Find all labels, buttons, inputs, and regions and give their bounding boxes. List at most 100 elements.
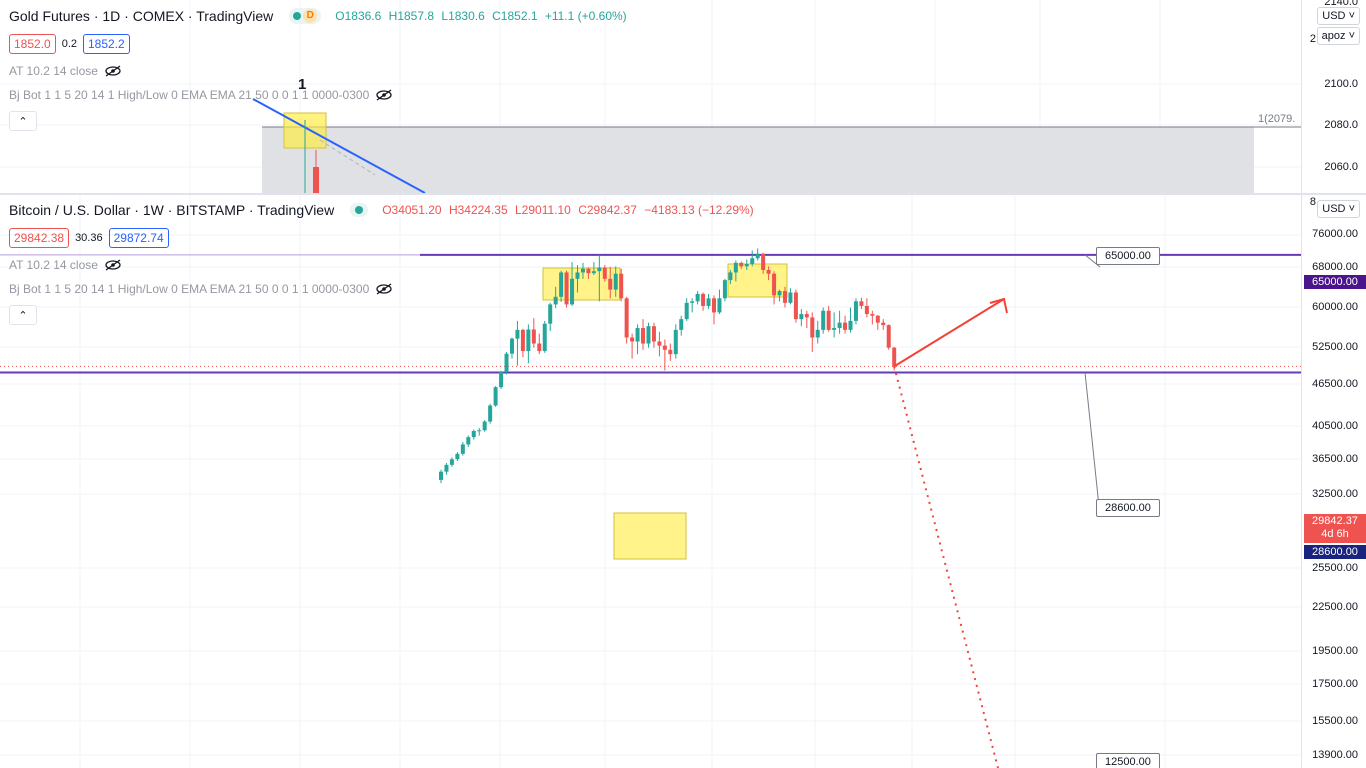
gold-chart-pane[interactable]: Gold Futures · 1D · COMEX · TradingView … xyxy=(0,0,1366,193)
candle-body xyxy=(570,278,575,305)
resistance-callout[interactable]: 65000.00 xyxy=(1096,247,1160,265)
gold-close: C1852.1 xyxy=(492,9,538,23)
btc-trade-row: 29842.38 30.36 29872.74 xyxy=(9,228,169,248)
btc-axis-tick: 68000.00 xyxy=(1312,261,1358,273)
btc-axis-tick: 17500.00 xyxy=(1312,678,1358,690)
candle-body xyxy=(739,262,744,267)
support-axis-tag: 28600.00 xyxy=(1304,545,1366,559)
candle-body xyxy=(810,317,815,338)
gold-chart-canvas[interactable] xyxy=(0,0,1366,193)
btc-axis-tick: 52500.00 xyxy=(1312,341,1358,353)
trend-line-dashed xyxy=(319,139,376,176)
gold-axis-tick: 2060.0 xyxy=(1324,161,1358,173)
btc-symbol-title[interactable]: Bitcoin / U.S. Dollar · 1W · BITSTAMP · … xyxy=(9,202,335,218)
candle-body xyxy=(537,343,542,352)
btc-chart-pane[interactable]: Bitcoin / U.S. Dollar · 1W · BITSTAMP · … xyxy=(0,195,1366,768)
candle-body xyxy=(520,329,525,352)
candle-body xyxy=(553,296,558,305)
candle-body xyxy=(597,267,602,272)
candle-body xyxy=(864,305,869,315)
btc-axis-tick-partial: 8 xyxy=(1309,196,1316,208)
btc-indicator-at[interactable]: AT 10.2 14 close xyxy=(9,258,122,272)
resistance-axis-tag: 65000.00 xyxy=(1304,275,1366,289)
gold-open: O1836.6 xyxy=(335,9,382,23)
candle-body xyxy=(466,437,471,445)
pane-divider[interactable] xyxy=(0,193,1366,195)
candle-body xyxy=(859,301,864,306)
collapse-indicators-button[interactable]: ⌃ xyxy=(9,305,37,325)
candle-body xyxy=(717,298,722,313)
btc-chart-canvas[interactable] xyxy=(0,195,1366,768)
btc-spread: 30.36 xyxy=(75,232,103,244)
btc-axis-tick: 40500.00 xyxy=(1312,420,1358,432)
hidden-eye-icon[interactable] xyxy=(375,283,393,295)
btc-axis-tick: 32500.00 xyxy=(1312,488,1358,500)
btc-axis-tick: 60000.00 xyxy=(1312,301,1358,313)
btc-buy-button[interactable]: 29872.74 xyxy=(108,228,169,248)
market-status-pill[interactable]: D xyxy=(289,8,322,24)
candle-body xyxy=(782,291,787,303)
btc-market-status[interactable] xyxy=(350,203,369,217)
market-open-dot-icon xyxy=(355,206,364,214)
gold-axis-tick: 2100.0 xyxy=(1324,78,1358,90)
candle-body xyxy=(750,258,755,264)
hidden-eye-icon[interactable] xyxy=(375,89,393,101)
hidden-eye-icon[interactable] xyxy=(104,259,122,271)
candle-body xyxy=(706,298,711,306)
gold-low: L1830.6 xyxy=(441,9,485,23)
candle-body xyxy=(695,293,700,302)
chevron-up-icon: ⌃ xyxy=(18,309,28,322)
candle-body xyxy=(853,301,858,321)
gold-extra-select[interactable]: apoz ˅ xyxy=(1316,27,1360,45)
btc-axis-tick: 46500.00 xyxy=(1312,378,1358,390)
btc-axis-tick: 19500.00 xyxy=(1312,645,1358,657)
btc-currency-label: USD xyxy=(1322,203,1346,215)
candle-body xyxy=(761,253,766,270)
candle-body xyxy=(586,268,591,274)
candle-body xyxy=(657,341,662,346)
candle-body xyxy=(673,329,678,355)
hidden-eye-icon[interactable] xyxy=(104,65,122,77)
candle-body xyxy=(668,349,673,355)
candle-body xyxy=(515,329,520,339)
highlight-zone xyxy=(613,512,687,560)
gold-symbol-title[interactable]: Gold Futures · 1D · COMEX · TradingView xyxy=(9,8,274,24)
trend-line xyxy=(252,98,426,193)
candle-body xyxy=(892,347,897,367)
btc-open: O34051.20 xyxy=(382,203,442,217)
indicator-bjbot-label: Bj Bot 1 1 5 20 14 1 High/Low 0 EMA EMA … xyxy=(9,88,370,102)
candle-body xyxy=(701,293,706,306)
gold-axis-tick: 2140.0 xyxy=(1324,0,1358,8)
gold-price-axis[interactable]: 2140.0 2 2100.0 2080.0 2060.0 USD ˅ apoz… xyxy=(1301,0,1366,193)
support-callout[interactable]: 28600.00 xyxy=(1096,499,1160,517)
candle-body xyxy=(870,314,875,316)
candle-body xyxy=(766,269,771,274)
indicator-at-label: AT 10.2 14 close xyxy=(9,258,98,272)
candle-body xyxy=(799,314,804,320)
btc-sell-button[interactable]: 29842.38 xyxy=(9,228,70,248)
chevron-down-icon: ˅ xyxy=(1348,203,1355,215)
btc-close: C29842.37 xyxy=(578,203,637,217)
gold-buy-button[interactable]: 1852.2 xyxy=(83,34,130,54)
candle-body xyxy=(733,262,738,273)
fib-zone xyxy=(262,127,1254,193)
collapse-indicators-button[interactable]: ⌃ xyxy=(9,111,37,131)
gold-sell-button[interactable]: 1852.0 xyxy=(9,34,56,54)
gold-indicator-bjbot[interactable]: Bj Bot 1 1 5 20 14 1 High/Low 0 EMA EMA … xyxy=(9,88,393,102)
low-callout[interactable]: 12500.00 xyxy=(1096,753,1160,768)
gold-indicator-at[interactable]: AT 10.2 14 close xyxy=(9,64,122,78)
candle-body xyxy=(815,329,820,338)
btc-indicator-bjbot[interactable]: Bj Bot 1 1 5 20 14 1 High/Low 0 EMA EMA … xyxy=(9,282,393,296)
gold-currency-select[interactable]: USD ˅ xyxy=(1317,7,1360,25)
btc-price-axis[interactable]: 8 76000.00 68000.00 60000.00 52500.00 46… xyxy=(1301,195,1366,768)
candle-body xyxy=(690,301,695,303)
btc-axis-tick: 25500.00 xyxy=(1312,562,1358,574)
btc-currency-select[interactable]: USD ˅ xyxy=(1317,200,1360,218)
gold-axis-tick-partial: 2 xyxy=(1309,33,1316,45)
callout-connector xyxy=(1084,372,1101,517)
candle-body xyxy=(608,278,613,290)
gold-extra-label: apoz xyxy=(1321,30,1346,42)
gold-legend: Gold Futures · 1D · COMEX · TradingView … xyxy=(9,8,631,24)
fib-level-label: 1(2079. xyxy=(1258,113,1296,125)
candle-body xyxy=(630,337,635,342)
